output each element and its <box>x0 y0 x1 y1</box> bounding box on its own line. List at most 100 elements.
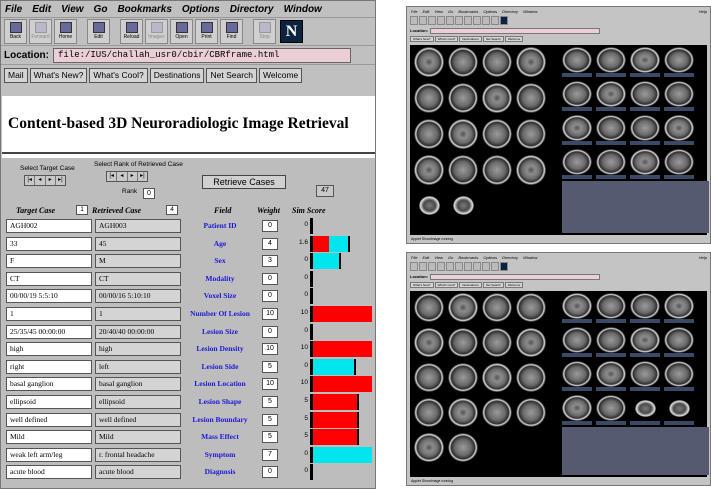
toolbar-button-icon[interactable] <box>428 16 436 25</box>
ct-slice-thumbnail[interactable] <box>516 328 546 357</box>
first-icon[interactable]: |◂ <box>107 172 118 181</box>
mini-menu-directory[interactable]: Directory <box>502 254 519 260</box>
next-icon[interactable]: ▸ <box>128 172 138 181</box>
last-icon[interactable]: ▸| <box>140 173 145 179</box>
weight-input[interactable]: 5 <box>262 396 278 408</box>
prev-icon[interactable]: ◂ <box>117 172 128 181</box>
forward-button[interactable]: Forward <box>29 19 52 44</box>
weight-input[interactable]: 5 <box>262 360 278 373</box>
ct-slice-thumbnail[interactable] <box>562 81 592 111</box>
mini-nav-button[interactable]: Net Search <box>482 282 504 288</box>
ct-slice-thumbnail[interactable] <box>562 361 592 391</box>
back-button[interactable]: Back <box>4 19 27 44</box>
ct-slice-thumbnail[interactable] <box>482 363 512 392</box>
ct-slice-thumbnail[interactable] <box>562 47 592 77</box>
weight-input[interactable]: 5 <box>262 431 278 444</box>
ct-slice-thumbnail[interactable] <box>448 328 478 357</box>
toolbar-button-icon[interactable] <box>437 262 445 271</box>
ct-slice-thumbnail[interactable] <box>448 119 478 149</box>
print-button[interactable]: Print <box>195 19 218 44</box>
ct-slice-thumbnail[interactable] <box>482 119 512 149</box>
mini-menu-bookmarks[interactable]: Bookmarks <box>458 8 479 14</box>
ct-slice-thumbnail[interactable] <box>414 293 444 322</box>
menu-options[interactable]: Options <box>181 3 220 15</box>
ct-slice-thumbnail[interactable] <box>482 328 512 357</box>
prev-icon[interactable]: ◂ <box>35 176 46 185</box>
rank-value-field[interactable]: 0 <box>143 188 155 199</box>
toolbar-button-icon[interactable] <box>419 262 427 271</box>
toolbar-button-icon[interactable] <box>428 262 436 271</box>
mini-menu-view[interactable]: View <box>434 8 443 14</box>
ct-slice-thumbnail[interactable] <box>596 115 626 145</box>
mini-nav-button[interactable]: Welcome <box>504 36 524 42</box>
nav-button-destinations[interactable]: Destinations <box>149 67 205 83</box>
target-value-field[interactable]: ellipsoid <box>6 395 92 409</box>
target-value-field[interactable]: right <box>6 359 92 374</box>
retrieved-case-number[interactable]: 4 <box>166 205 178 215</box>
ct-slice-thumbnail[interactable] <box>516 155 546 185</box>
mini-menu-bookmarks[interactable]: Bookmarks <box>458 254 479 260</box>
ct-slice-thumbnail[interactable] <box>630 47 660 77</box>
ct-slice-thumbnail[interactable] <box>630 327 660 357</box>
weight-input[interactable]: 0 <box>262 220 278 232</box>
mini-menu-go[interactable]: Go <box>447 254 454 260</box>
ct-slice-thumbnail[interactable] <box>448 155 478 185</box>
ct-slice-thumbnail[interactable] <box>596 293 626 323</box>
weight-input[interactable]: 0 <box>262 290 278 303</box>
ct-slice-thumbnail[interactable] <box>516 293 546 322</box>
mini-menu-help[interactable]: Help <box>698 254 707 260</box>
ct-slice-thumbnail[interactable] <box>630 115 660 145</box>
mini-menu-help[interactable]: Help <box>698 8 707 14</box>
ct-slice-thumbnail[interactable] <box>482 293 512 322</box>
toolbar-button-icon[interactable] <box>446 262 454 271</box>
target-case-stepper[interactable]: |◂ ◂ ▸ ▸| <box>24 175 66 186</box>
weight-input[interactable]: 10 <box>262 343 278 356</box>
menu-edit[interactable]: Edit <box>32 3 52 15</box>
weight-input[interactable]: 10 <box>262 378 278 391</box>
ct-slice-thumbnail[interactable] <box>448 433 478 462</box>
ct-slice-thumbnail[interactable] <box>596 395 626 425</box>
ct-slice-thumbnail[interactable] <box>482 398 512 427</box>
ct-slice-thumbnail[interactable] <box>630 149 660 179</box>
ct-slice-thumbnail[interactable] <box>414 363 444 392</box>
first-icon[interactable]: |◂ <box>25 176 36 185</box>
ct-slice-thumbnail[interactable] <box>516 398 546 427</box>
target-value-field[interactable]: Mild <box>6 430 92 445</box>
ct-slice-thumbnail[interactable] <box>516 83 546 113</box>
toolbar-button-icon[interactable] <box>419 16 427 25</box>
target-case-number[interactable]: 1 <box>76 205 88 215</box>
ct-slice-thumbnail[interactable] <box>562 327 592 357</box>
ct-slice-thumbnail[interactable] <box>562 293 592 323</box>
toolbar-button-icon[interactable] <box>455 262 463 271</box>
menu-file[interactable]: File <box>5 3 23 15</box>
menu-go[interactable]: Go <box>93 3 108 15</box>
ct-slice-thumbnail[interactable] <box>562 395 592 425</box>
ct-slice-thumbnail[interactable] <box>562 149 592 179</box>
nav-button-net-search[interactable]: Net Search <box>206 67 258 83</box>
weight-input[interactable]: 0 <box>262 325 278 338</box>
ct-slice-thumbnail[interactable] <box>596 47 626 77</box>
weight-input[interactable]: 0 <box>262 466 278 479</box>
toolbar-button-icon[interactable] <box>410 16 418 25</box>
mini-nav-button[interactable]: What's Cool? <box>434 36 459 42</box>
ct-slice-thumbnail[interactable] <box>448 47 478 77</box>
toolbar-button-icon[interactable] <box>464 16 472 25</box>
target-value-field[interactable]: F <box>6 254 92 269</box>
mini-menu-edit[interactable]: Edit <box>422 254 430 260</box>
toolbar-button-icon[interactable] <box>482 16 490 25</box>
reload-button[interactable]: Reload <box>120 19 143 44</box>
target-value-field[interactable]: well defined <box>6 412 92 427</box>
ct-slice-thumbnail[interactable] <box>630 81 660 111</box>
ct-slice-thumbnail[interactable] <box>414 47 444 77</box>
ct-slice-thumbnail[interactable] <box>414 328 444 357</box>
ct-slice-thumbnail[interactable] <box>482 155 512 185</box>
mini-nav-button[interactable]: What's New? <box>410 282 434 288</box>
ct-slice-thumbnail[interactable] <box>664 115 694 145</box>
mini-location-input[interactable] <box>430 27 600 34</box>
toolbar-button-icon[interactable] <box>491 16 499 25</box>
mini-nav-button[interactable]: Welcome <box>504 282 524 288</box>
ct-slice-thumbnail[interactable] <box>596 149 626 179</box>
nav-button-what-s-cool[interactable]: What's Cool? <box>89 67 148 83</box>
mini-menu-window[interactable]: Window <box>523 254 538 260</box>
weight-input[interactable]: 10 <box>262 308 278 320</box>
